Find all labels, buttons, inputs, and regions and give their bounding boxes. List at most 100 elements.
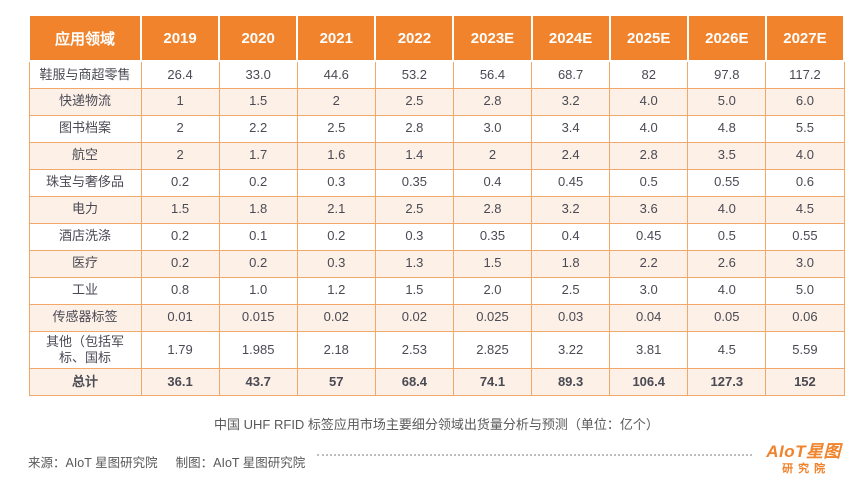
cell-value: 74.1 [452, 368, 533, 396]
cell-value: 117.2 [765, 60, 845, 89]
table-row: 电力 1.5 1.8 2.1 2.5 2.8 3.2 3.6 4.0 4.5 [28, 195, 845, 224]
column-header-year: 2024E [530, 14, 611, 62]
cell-value: 56.4 [452, 60, 533, 89]
cell-value: 36.1 [140, 368, 220, 396]
cell-value: 4.8 [687, 114, 767, 143]
cell-value: 82 [609, 60, 689, 89]
column-header-year: 2020 [218, 14, 299, 62]
cell-value: 3.2 [531, 87, 611, 116]
cell-value: 1.985 [218, 330, 298, 369]
cell-value: 0.45 [531, 168, 611, 197]
cell-value: 0.2 [140, 168, 220, 197]
cell-value: 3.5 [687, 141, 767, 170]
table-row: 总计 36.1 43.7 57 68.4 74.1 89.3 106.4 127.3 152 [28, 368, 845, 396]
table-row: 航空 2 1.7 1.6 1.4 2 2.4 2.8 3.5 4.0 [28, 141, 845, 170]
cell-value: 2.8 [609, 141, 689, 170]
cell-value: 1.5 [218, 87, 298, 116]
column-header-year: 2022 [374, 14, 455, 62]
cell-value: 0.6 [765, 168, 845, 197]
cell-value: 0.03 [531, 303, 611, 332]
cell-value: 68.4 [374, 368, 454, 396]
cell-value: 6.0 [765, 87, 845, 116]
cell-value: 57 [296, 368, 376, 396]
cell-value: 5.0 [765, 276, 845, 305]
cell-value: 3.2 [531, 195, 611, 224]
cell-value: 1.2 [296, 276, 376, 305]
cell-value: 4.0 [609, 114, 689, 143]
cell-value: 2.8 [374, 114, 454, 143]
table-row: 工业 0.8 1.0 1.2 1.5 2.0 2.5 3.0 4.0 5.0 [28, 276, 845, 305]
cell-value: 2.5 [374, 87, 454, 116]
cell-value: 3.0 [452, 114, 533, 143]
cell-value: 2.2 [218, 114, 298, 143]
logo-subtitle: 研究院 [782, 463, 831, 476]
row-label: 传感器标签 [28, 303, 142, 332]
cell-value: 97.8 [687, 60, 767, 89]
cell-value: 0.04 [609, 303, 689, 332]
cell-value: 1.0 [218, 276, 298, 305]
cell-value: 0.015 [218, 303, 298, 332]
cell-value: 53.2 [374, 60, 454, 89]
row-label: 工业 [28, 276, 142, 305]
table-row: 传感器标签 0.01 0.015 0.02 0.02 0.025 0.03 0.04 0.05 0… [28, 303, 845, 332]
cell-value: 0.2 [218, 168, 298, 197]
cell-value: 89.3 [531, 368, 611, 396]
cell-value: 2.8 [452, 195, 533, 224]
table-row: 图书档案 2 2.2 2.5 2.8 3.0 3.4 4.0 4.8 5.5 [28, 114, 845, 143]
cell-value: 0.025 [452, 303, 533, 332]
column-header-year: 2025E [608, 14, 689, 62]
cell-value: 4.5 [765, 195, 845, 224]
table-caption: 中国 UHF RFID 标签应用市场主要细分领域出货量分析与预测（单位：亿个） [214, 417, 659, 432]
cell-value: 44.6 [296, 60, 376, 89]
column-header-year: 2021 [296, 14, 377, 62]
cell-value: 152 [765, 368, 845, 396]
cell-value: 0.2 [296, 222, 376, 251]
cell-value: 0.45 [609, 222, 689, 251]
cell-value: 3.22 [531, 330, 611, 369]
cell-value: 0.02 [296, 303, 376, 332]
cell-value: 1.8 [531, 249, 611, 278]
cell-value: 2.0 [452, 276, 533, 305]
cell-value: 0.55 [765, 222, 845, 251]
cell-value: 2 [140, 114, 220, 143]
cell-value: 1.5 [140, 195, 220, 224]
cell-value: 2.825 [452, 330, 533, 369]
cell-value: 3.0 [765, 249, 845, 278]
cell-value: 0.55 [687, 168, 767, 197]
cell-value: 0.5 [609, 168, 689, 197]
source-text: 来源：AIoT 星图研究院 [28, 455, 158, 470]
cell-value: 3.4 [531, 114, 611, 143]
table-row: 快递物流 1 1.5 2 2.5 2.8 3.2 4.0 5.0 6.0 [28, 87, 845, 116]
table-row: 酒店洗涤 0.2 0.1 0.2 0.3 0.35 0.4 0.45 0.5 0.55 [28, 222, 845, 251]
cell-value: 2.1 [296, 195, 376, 224]
aiot-xingtu-logo: AIoT星图 研究院 [766, 441, 845, 476]
cell-value: 1.79 [140, 330, 220, 369]
cell-value: 2.18 [296, 330, 376, 369]
logo-wordmark: AIoT星图 [766, 441, 841, 461]
cell-value: 4.5 [687, 330, 767, 369]
cell-value: 2.4 [531, 141, 611, 170]
cell-value: 2 [140, 141, 220, 170]
cell-value: 0.2 [218, 249, 298, 278]
column-header-year: 2026E [686, 14, 767, 62]
row-label: 珠宝与奢侈品 [28, 168, 142, 197]
column-header-year: 2019 [139, 14, 221, 62]
cell-value: 4.0 [687, 276, 767, 305]
cell-value: 0.5 [687, 222, 767, 251]
cell-value: 0.2 [140, 249, 220, 278]
table-row: 珠宝与奢侈品 0.2 0.2 0.3 0.35 0.4 0.45 0.5 0.55 0.6 [28, 168, 845, 197]
cell-value: 4.0 [687, 195, 767, 224]
cell-value: 3.81 [609, 330, 689, 369]
rfid-shipment-table: 应用领域 2019 2020 2021 2022 2023E 2024E 2025E 2026E… [28, 14, 846, 396]
cell-value: 4.0 [609, 87, 689, 116]
row-label: 总计 [28, 368, 142, 396]
cell-value: 33.0 [218, 60, 298, 89]
cell-value: 2.2 [609, 249, 689, 278]
cell-value: 0.1 [218, 222, 298, 251]
cell-value: 1.7 [218, 141, 298, 170]
cell-value: 2 [452, 141, 533, 170]
footer: 来源：AIoT 星图研究院 制图：AIoT 星图研究院 AIoT星图 研究院 [28, 440, 845, 482]
cell-value: 1.8 [218, 195, 298, 224]
table-row: 其他（包括军标、国标 1.79 1.985 2.18 2.53 2.825 3.22 3.81… [28, 330, 845, 369]
